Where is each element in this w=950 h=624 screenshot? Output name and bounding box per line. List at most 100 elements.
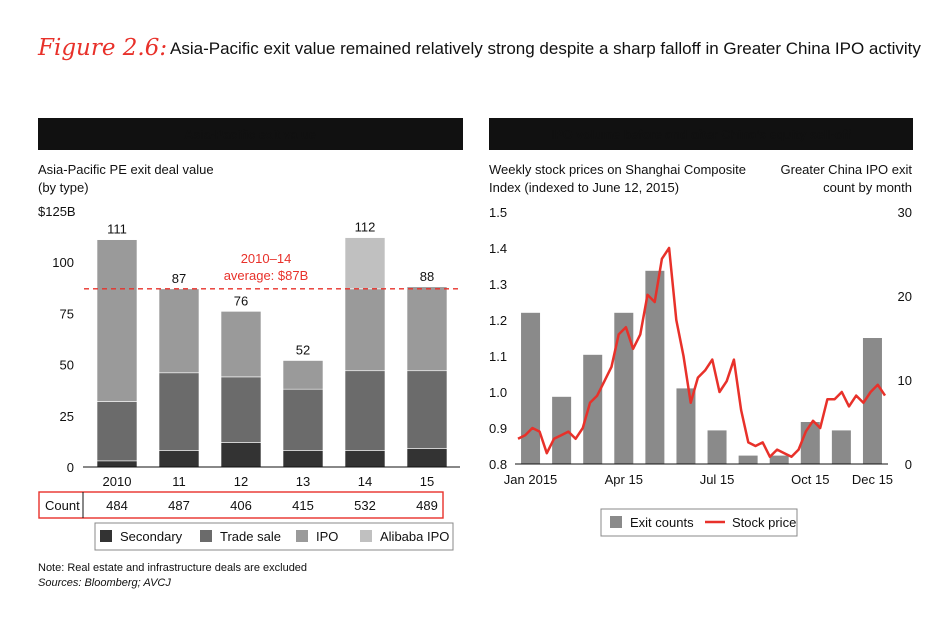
count-value: 489 — [416, 498, 438, 513]
legend-swatch-secondary — [100, 530, 112, 542]
exit-count-bar-nov — [831, 430, 851, 464]
left-y-tick: 25 — [60, 409, 74, 424]
right-left-y-tick: 1.0 — [489, 385, 507, 400]
left-panel-header-bar — [38, 118, 463, 150]
right-x-labels: Jan 2015 Apr 15 Jul 15 Oct 15 Dec 15 — [504, 472, 893, 487]
right-left-y-ticks: 1.5 1.4 1.3 1.2 1.1 1.0 0.9 0.8 — [489, 205, 507, 472]
bar-total-label: 111 — [107, 222, 127, 237]
right-left-y-tick: 1.3 — [489, 277, 507, 292]
bar-total-label: 52 — [296, 343, 310, 358]
right-right-y-tick: 10 — [898, 373, 912, 388]
right-legend-box — [600, 508, 798, 537]
bar-trade-sale-14 — [344, 370, 386, 451]
count-value: 415 — [292, 498, 314, 513]
average-label-line-1: 2010–14 — [241, 251, 292, 266]
left-subtitle-line-2: (by type) — [38, 180, 89, 195]
bar-secondary-11 — [158, 450, 200, 468]
note-text: Note: Real estate and infrastructure dea… — [38, 562, 307, 574]
exit-count-bar-sep — [769, 455, 789, 464]
left-x-label: 15 — [420, 474, 434, 489]
exit-count-bar-aug — [738, 455, 758, 464]
sources-text: Sources: Bloomberg; AVCJ — [38, 577, 171, 589]
right-left-y-tick: 1.2 — [489, 313, 507, 328]
exit-count-bar-apr — [614, 312, 634, 464]
exit-count-bar-mar — [583, 354, 603, 464]
bar-secondary-12 — [220, 442, 262, 468]
legend-label-ipo: IPO — [316, 529, 338, 544]
right-left-axis-title-line-2: Index (indexed to June 12, 2015) — [489, 180, 679, 195]
exit-count-bar-jan — [521, 312, 541, 464]
count-row-outline — [38, 491, 444, 519]
right-x-label: Jan 2015 — [504, 472, 558, 487]
exit-count-bar-jul — [707, 430, 727, 464]
exit-count-bar-oct — [800, 422, 820, 464]
left-x-labels: 2010 11 12 13 14 15 — [103, 474, 435, 489]
right-right-y-tick: 30 — [898, 205, 912, 220]
bar-trade-sale-13 — [282, 388, 324, 451]
count-value: 532 — [354, 498, 376, 513]
legend-exit-counts-label: Exit counts — [630, 515, 694, 530]
left-y-axis-ticks: $125B 100 75 50 25 0 — [38, 204, 76, 475]
bar-ipo-13 — [282, 360, 324, 390]
left-y-tick: 100 — [52, 255, 74, 270]
bar-total-label: 87 — [172, 271, 186, 286]
bar-trade-sale-2010 — [96, 401, 138, 462]
legend-swatch-alibaba-ipo — [360, 530, 372, 542]
right-left-axis-title-line-1: Weekly stock prices on Shanghai Composit… — [489, 162, 746, 177]
left-x-label: 13 — [296, 474, 310, 489]
exit-count-bar-feb — [552, 396, 572, 464]
bar-trade-sale-11 — [158, 372, 200, 451]
exit-count-bar-may — [645, 270, 665, 464]
right-x-label: Oct 15 — [791, 472, 829, 487]
left-x-label: 11 — [172, 474, 186, 489]
left-y-tick: $125B — [38, 204, 76, 219]
count-value: 406 — [230, 498, 252, 513]
right-left-y-tick: 1.4 — [489, 241, 507, 256]
bar-ipo-12 — [220, 311, 262, 378]
right-panel-title: IPO volume before and after China’s equi… — [551, 128, 851, 142]
bar-trade-sale-12 — [220, 376, 262, 443]
legend-label-trade-sale: Trade sale — [220, 529, 281, 544]
right-right-y-tick: 20 — [898, 289, 912, 304]
bar-secondary-13 — [282, 450, 324, 468]
right-left-y-tick: 0.9 — [489, 421, 507, 436]
bar-trade-sale-15 — [406, 370, 448, 449]
left-bars: 111 87 76 52 112 88 — [96, 220, 448, 468]
exit-count-bars — [521, 270, 882, 464]
right-axis-title-line-2: count by month — [823, 180, 912, 195]
bar-total-label: 88 — [420, 269, 434, 284]
legend-label-secondary: Secondary — [120, 529, 183, 544]
bar-secondary-15 — [406, 448, 448, 468]
right-panel-header-bar — [489, 118, 913, 150]
right-axis-title-line-1: Greater China IPO exit — [781, 162, 913, 177]
right-right-y-tick: 0 — [905, 457, 912, 472]
exit-count-bar-jun — [676, 388, 696, 464]
bar-total-label: 112 — [355, 220, 376, 235]
right-x-label: Jul 15 — [700, 472, 735, 487]
left-panel-title: Asia-Pacific exit value — [184, 128, 315, 142]
left-y-tick: 50 — [60, 358, 74, 373]
left-x-label: 12 — [234, 474, 248, 489]
exit-count-bar-dec — [862, 338, 882, 464]
right-left-y-tick: 1.1 — [489, 349, 507, 364]
bar-secondary-2010 — [96, 460, 138, 468]
figure-label: Figure 2.6: — [37, 35, 167, 61]
bar-total-label: 76 — [234, 293, 248, 308]
right-panel: IPO volume before and after China’s equi… — [489, 118, 913, 537]
legend-exit-counts-swatch — [610, 516, 622, 528]
left-subtitle-line-1: Asia-Pacific PE exit deal value — [38, 162, 214, 177]
bar-ipo-11 — [158, 288, 200, 374]
bar-ipo-2010 — [96, 239, 138, 402]
legend-swatch-ipo — [296, 530, 308, 542]
legend-label-alibaba-ipo: Alibaba IPO — [380, 529, 449, 544]
left-x-label: 2010 — [103, 474, 132, 489]
count-values: 484 487 406 415 532 489 — [106, 498, 438, 513]
left-x-label: 14 — [358, 474, 372, 489]
bar-ipo-15 — [406, 286, 448, 372]
left-legend: Secondary Trade sale IPO Alibaba IPO — [100, 529, 449, 544]
left-panel: Asia-Pacific exit value Asia-Pacific PE … — [38, 118, 463, 551]
stock-price-line — [517, 246, 887, 459]
count-value: 484 — [106, 498, 128, 513]
legend-stock-price-label: Stock price — [732, 515, 796, 530]
